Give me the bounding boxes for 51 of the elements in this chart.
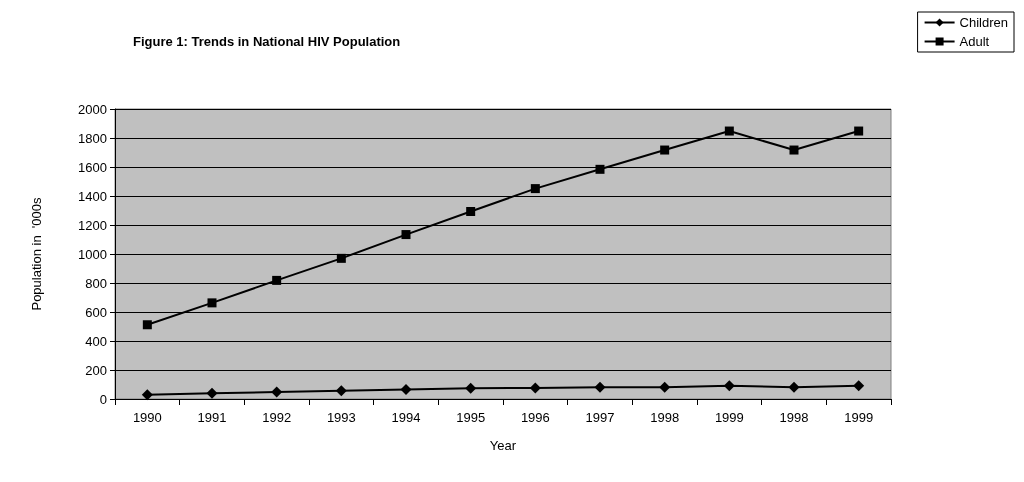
x-tick-label: 1990 xyxy=(132,410,162,425)
chart-title: Figure 1: Trends in National HIV Population xyxy=(133,34,401,49)
y-tick-label: 1800 xyxy=(78,130,107,146)
y-tick-label: 800 xyxy=(85,275,107,291)
point xyxy=(853,380,865,392)
point xyxy=(142,320,152,330)
point xyxy=(465,382,477,394)
y-tick-label: 200 xyxy=(85,362,107,378)
point xyxy=(400,384,412,396)
y-tick-label: 2000 xyxy=(78,101,107,117)
x-tick-label: 1997 xyxy=(585,410,615,425)
point xyxy=(854,126,864,136)
point xyxy=(789,145,799,155)
point xyxy=(659,381,671,393)
x-tick-label: 1995 xyxy=(456,410,486,425)
point xyxy=(595,164,605,174)
point xyxy=(272,275,282,285)
y-tick-label: 1200 xyxy=(78,217,107,233)
point xyxy=(401,230,411,240)
x-tick-label: 1996 xyxy=(520,410,550,425)
x-tick-label: 1993 xyxy=(326,410,356,425)
y-tick-label: 600 xyxy=(85,304,107,320)
x-axis-title: Year xyxy=(489,438,517,453)
x-tick-label: 1999 xyxy=(844,410,874,425)
point xyxy=(530,184,540,194)
y-tick-label: 1600 xyxy=(78,159,107,175)
x-tick-label: 1998 xyxy=(779,410,809,425)
point xyxy=(206,387,218,399)
y-tick-label: 1400 xyxy=(78,188,107,204)
point xyxy=(724,126,734,136)
y-tick-label: 400 xyxy=(85,333,107,349)
point xyxy=(335,385,347,397)
y-tick-label: 0 xyxy=(99,391,107,407)
point xyxy=(466,207,476,217)
x-tick-label: 1998 xyxy=(650,410,680,425)
legend-label: Children xyxy=(959,15,1009,30)
point xyxy=(594,381,606,393)
legend-label: Adult xyxy=(959,34,990,49)
point xyxy=(336,253,346,263)
point xyxy=(207,298,217,308)
x-tick-label: 1992 xyxy=(262,410,292,425)
x-tick-label: 1994 xyxy=(391,410,421,425)
y-tick-label: 1000 xyxy=(78,246,107,262)
x-tick-label: 1991 xyxy=(197,410,227,425)
y-axis-title: Population in '000s xyxy=(29,196,44,311)
point xyxy=(788,381,800,393)
point xyxy=(141,389,153,401)
point xyxy=(271,386,283,398)
point xyxy=(723,380,735,392)
x-tick-label: 1999 xyxy=(714,410,744,425)
point xyxy=(660,145,670,155)
